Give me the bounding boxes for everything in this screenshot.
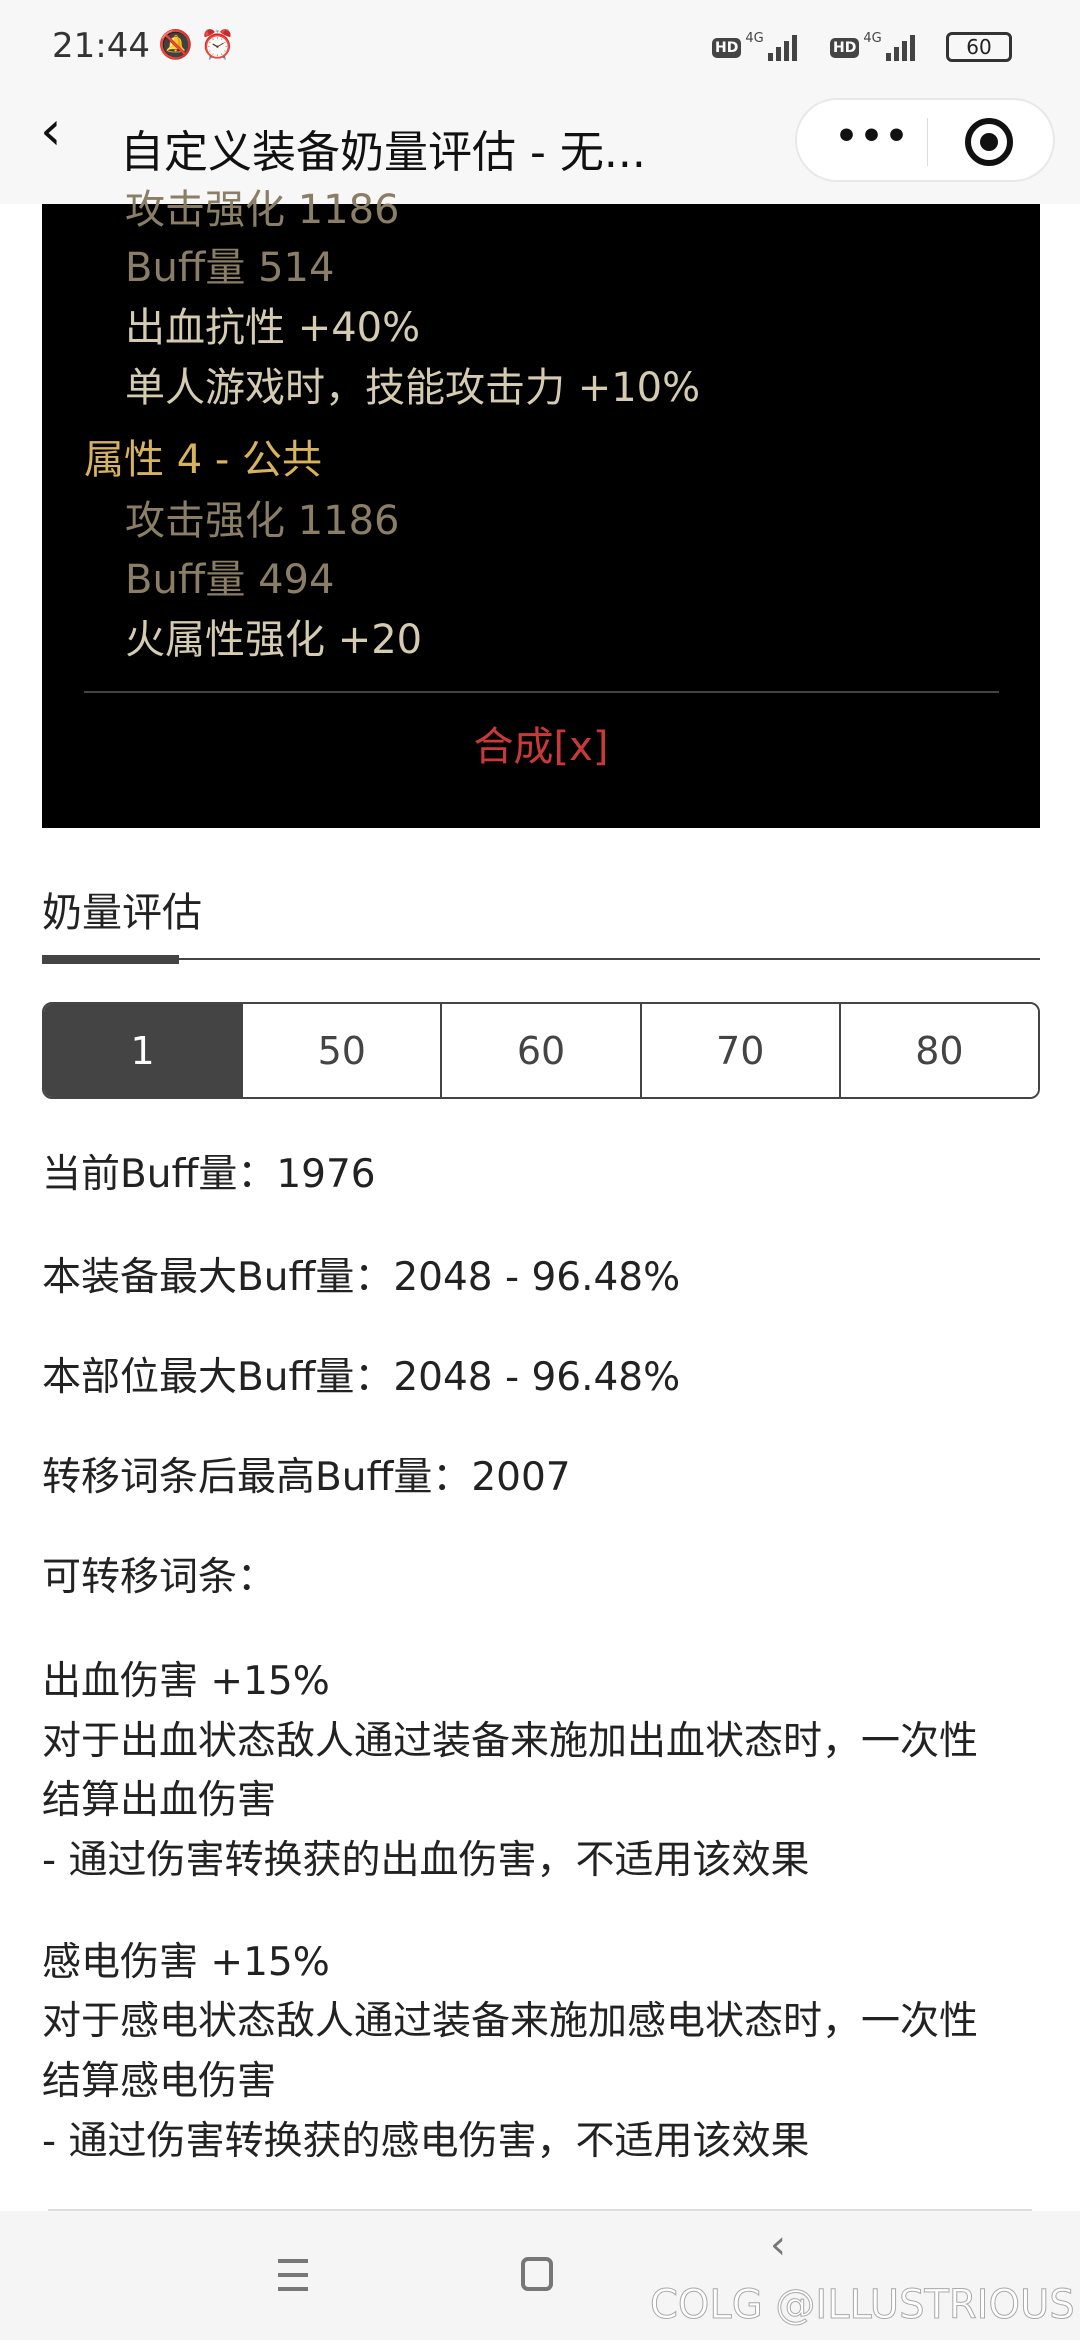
entry-note: - 通过伤害转换获的感电伤害，不适用该效果 [42, 2119, 810, 2164]
signal-bars-icon [885, 35, 915, 61]
craft-button[interactable]: 合成[x] [473, 724, 609, 770]
stat-line: 攻击强化 1186 [125, 187, 400, 233]
content-divider [48, 2209, 1032, 2211]
system-nav-bar: ‹ COLG @ILLUSTRIOUS [0, 2211, 1080, 2340]
effect-line: 单人游戏时，技能攻击力 +10% [125, 365, 701, 411]
level-option-80[interactable]: 80 [838, 1004, 1038, 1097]
stat-line: Buff量 494 [125, 557, 335, 603]
panel-divider [84, 691, 999, 693]
back-button[interactable]: ‹ [40, 99, 62, 162]
home-icon[interactable] [521, 2257, 553, 2291]
effect-line: 出血抗性 +40% [125, 305, 421, 351]
level-option-50[interactable]: 50 [241, 1004, 441, 1097]
system-back-icon[interactable]: ‹ [770, 2222, 786, 2268]
entry-desc: 对于感电状态敌人通过装备来施加感电状态时，一次性 [42, 1999, 979, 2044]
recent-apps-icon[interactable] [278, 2259, 308, 2291]
entry-title: 出血伤害 +15% [42, 1659, 330, 1704]
section-underline [42, 958, 1040, 960]
entry-note: - 通过伤害转换获的出血伤害，不适用该效果 [42, 1838, 810, 1883]
capsule-divider [927, 118, 928, 166]
stat-line: Buff量 514 [125, 245, 335, 291]
network-type: 4G [745, 32, 764, 46]
entry-desc: 结算出血伤害 [42, 1778, 277, 1823]
transferable-label: 可转移词条： [42, 1555, 277, 1600]
equipment-panel: 攻击强化 1186 Buff量 514 出血抗性 +40% 单人游戏时，技能攻击… [42, 190, 1040, 828]
entry-desc: 对于出血状态敌人通过装备来施加出血状态时，一次性 [42, 1719, 979, 1764]
clock: 21:44 [52, 26, 150, 66]
hd-badge-icon: HD [712, 38, 742, 58]
signal-bars-icon [767, 35, 797, 61]
mute-bell-icon: 🔕 [158, 28, 193, 61]
hd-badge-icon: HD [830, 38, 860, 58]
tab-indicator [42, 955, 179, 964]
nav-header: ‹ 自定义装备奶量评估 - 无... ••• [0, 84, 1080, 204]
current-buff: 当前Buff量：1976 [42, 1152, 376, 1197]
page-title: 自定义装备奶量评估 - 无... [120, 127, 646, 178]
level-selector: 1 50 60 70 80 [42, 1002, 1040, 1099]
transfer-max-buff: 转移词条后最高Buff量：2007 [42, 1455, 571, 1500]
stat-line: 攻击强化 1186 [125, 498, 400, 544]
watermark: COLG @ILLUSTRIOUS [650, 2282, 1076, 2328]
level-option-60[interactable]: 60 [440, 1004, 640, 1097]
alarm-icon: ⏰ [200, 28, 235, 61]
level-option-1[interactable]: 1 [44, 1004, 242, 1097]
status-bar: 21:44 🔕 ⏰ HD 4G HD 4G 60 [0, 0, 1080, 90]
effect-line: 火属性强化 +20 [125, 617, 423, 663]
miniprogram-capsule: ••• [795, 98, 1055, 182]
equip-max-buff: 本装备最大Buff量：2048 - 96.48% [42, 1255, 681, 1300]
more-icon[interactable]: ••• [835, 116, 911, 157]
signal-sim1-icon: HD 4G [712, 32, 817, 64]
section-title: 奶量评估 [42, 890, 202, 936]
battery-icon: 60 [946, 32, 1012, 62]
attribute-heading: 属性 4 - 公共 [84, 437, 323, 483]
slot-max-buff: 本部位最大Buff量：2048 - 96.48% [42, 1355, 681, 1400]
signal-sim2-icon: HD 4G [830, 32, 935, 64]
level-option-70[interactable]: 70 [639, 1004, 839, 1097]
close-target-icon[interactable] [965, 118, 1013, 166]
entry-title: 感电伤害 +15% [42, 1940, 330, 1985]
network-type: 4G [863, 32, 882, 46]
entry-desc: 结算感电伤害 [42, 2059, 277, 2104]
